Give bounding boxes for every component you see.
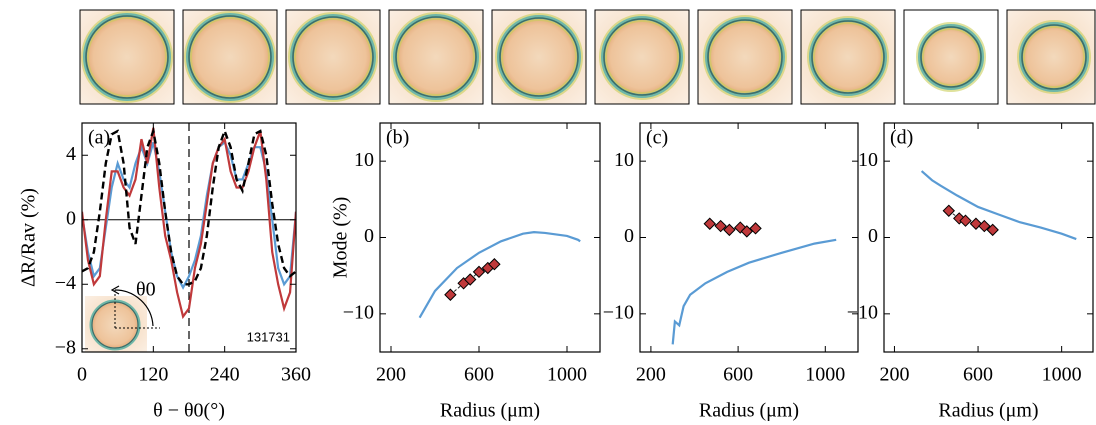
x-tick-label: 200 <box>376 364 406 386</box>
droplet-ring <box>809 18 887 96</box>
diamond-marker <box>942 204 955 217</box>
droplet-edge <box>1021 24 1087 90</box>
x-axis-label: θ − θ0(°) <box>153 400 225 422</box>
diamond-marker <box>444 288 457 301</box>
thumbnail <box>388 9 484 105</box>
thumbnail <box>800 9 896 105</box>
y-axis-label: ΔR/Rav (%) <box>18 188 40 287</box>
x-tick-label: 360 <box>281 364 311 386</box>
x-tick-label: 200 <box>636 364 666 386</box>
diamond-marker <box>986 223 999 237</box>
droplet-ring <box>83 13 171 101</box>
droplet-edge <box>499 17 579 97</box>
y-tick-label: 0 <box>868 225 878 247</box>
droplet-edge <box>395 16 477 98</box>
diamond-marker <box>714 219 727 233</box>
x-tick-label: 1000 <box>547 364 587 386</box>
droplet-edge <box>292 16 374 98</box>
y-tick-label: −10 <box>603 301 634 323</box>
thumbnail <box>285 9 381 105</box>
y-tick-label: 0 <box>66 207 76 229</box>
droplet-ring <box>393 14 479 100</box>
diamond-marker <box>723 223 736 237</box>
panel-label: (d) <box>890 127 913 149</box>
x-tick-label: 200 <box>879 364 909 386</box>
y-tick-label: 10 <box>354 149 374 171</box>
thumbnail <box>491 9 587 105</box>
data-line <box>418 231 581 319</box>
thumbnail <box>903 9 999 105</box>
thumbnail <box>1006 9 1096 105</box>
data-line <box>671 238 837 345</box>
x-tick-label: 240 <box>210 364 240 386</box>
droplet-ring <box>918 24 984 90</box>
droplet-ring <box>290 14 376 100</box>
y-tick-label: −10 <box>847 301 878 323</box>
panel-label: (c) <box>646 127 668 149</box>
droplet-edge <box>85 15 169 99</box>
inset-image <box>85 285 160 352</box>
thumbnail-row <box>79 9 1096 105</box>
x-tick-label: 600 <box>723 364 753 386</box>
axes-frame <box>639 122 859 353</box>
droplet-ring <box>497 15 581 99</box>
x-axis-label: Radius (μm) <box>938 400 1038 422</box>
y-tick-label: 4 <box>66 143 76 165</box>
thumbnail <box>182 9 278 105</box>
x-tick-label: 1000 <box>1042 364 1082 386</box>
droplet-ring <box>705 17 785 97</box>
axes-frame <box>81 122 297 353</box>
droplet-edge <box>603 18 681 96</box>
diamond-marker <box>740 225 754 238</box>
x-tick-label: 600 <box>963 364 993 386</box>
diamond-marker <box>703 217 716 230</box>
diamond-marker <box>749 222 762 235</box>
droplet-edge <box>707 19 783 95</box>
y-tick-label: 0 <box>624 225 634 247</box>
diamond-marker <box>959 214 972 227</box>
droplet-ring <box>1019 22 1089 92</box>
y-tick-label: −4 <box>55 272 76 294</box>
y-axis-label: Mode (%) <box>330 197 352 279</box>
y-tick-label: −8 <box>55 336 76 358</box>
inset-label: θ0 <box>136 279 156 301</box>
x-tick-label: 120 <box>138 364 168 386</box>
data-line <box>82 126 296 286</box>
diamond-marker <box>463 273 477 286</box>
thumbnail <box>594 9 690 105</box>
x-axis-label: Radius (μm) <box>440 400 540 422</box>
diamond-marker <box>488 258 501 271</box>
droplet-edge <box>920 26 982 88</box>
axes-frame <box>883 122 1094 353</box>
droplet-edge <box>811 20 885 94</box>
diamond-marker <box>472 265 486 279</box>
thumbnail <box>79 9 175 105</box>
y-tick-label: 10 <box>614 149 634 171</box>
panel-label: (a) <box>88 127 110 149</box>
droplet-ring <box>186 13 274 101</box>
x-tick-label: 600 <box>464 364 494 386</box>
panel-label: (b) <box>386 127 409 149</box>
x-tick-label: 0 <box>77 364 87 386</box>
droplet-ring <box>601 16 683 98</box>
diamond-marker <box>978 219 991 233</box>
annotation: 131731 <box>247 329 290 344</box>
thumbnail <box>697 9 793 105</box>
y-tick-label: −10 <box>343 301 374 323</box>
y-tick-label: 10 <box>858 149 878 171</box>
x-axis-label: Radius (μm) <box>699 400 799 422</box>
data-line <box>920 170 1077 241</box>
y-tick-label: 0 <box>364 225 374 247</box>
data-line <box>82 140 296 290</box>
droplet-edge <box>188 15 272 99</box>
x-tick-label: 1000 <box>805 364 845 386</box>
axes-frame <box>379 122 601 353</box>
